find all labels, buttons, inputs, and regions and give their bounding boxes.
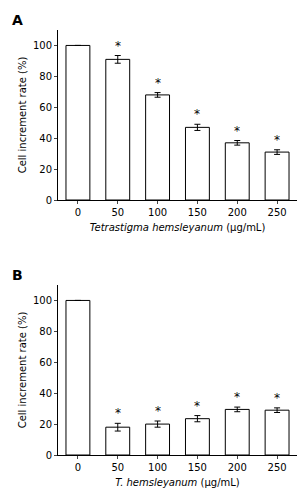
svg-text:100: 100 <box>148 207 167 218</box>
svg-text:20: 20 <box>39 419 52 430</box>
svg-text:20: 20 <box>39 164 52 175</box>
svg-text:40: 40 <box>39 133 52 144</box>
svg-text:60: 60 <box>39 357 52 368</box>
svg-text:*: * <box>194 399 200 413</box>
svg-text:100: 100 <box>33 295 52 306</box>
svg-text:0: 0 <box>46 195 52 206</box>
svg-text:B: B <box>12 267 23 283</box>
svg-text:250: 250 <box>268 207 287 218</box>
svg-text:0: 0 <box>46 450 52 461</box>
svg-text:*: * <box>194 107 200 121</box>
svg-text:*: * <box>155 404 161 418</box>
svg-text:Cell increment rate (%): Cell increment rate (%) <box>17 312 28 429</box>
svg-text:*: * <box>274 133 280 147</box>
svg-text:100: 100 <box>148 462 167 473</box>
svg-text:50: 50 <box>111 462 124 473</box>
svg-text:*: * <box>115 39 121 53</box>
svg-text:*: * <box>115 406 121 420</box>
svg-text:60: 60 <box>39 102 52 113</box>
svg-text:*: * <box>155 76 161 90</box>
svg-text:40: 40 <box>39 388 52 399</box>
svg-text:0: 0 <box>75 462 81 473</box>
svg-text:*: * <box>274 391 280 405</box>
svg-text:80: 80 <box>39 326 52 337</box>
svg-text:200: 200 <box>228 207 247 218</box>
svg-text:200: 200 <box>228 462 247 473</box>
svg-text:50: 50 <box>111 207 124 218</box>
svg-text:80: 80 <box>39 71 52 82</box>
svg-text:100: 100 <box>33 40 52 51</box>
svg-text:Cell increment rate (%): Cell increment rate (%) <box>17 57 28 174</box>
svg-text:250: 250 <box>268 462 287 473</box>
svg-text:Tetrastigma hemsleyanum (μg/mL: Tetrastigma hemsleyanum (μg/mL) <box>90 222 266 233</box>
svg-text:T. hemsleyanum (μg/mL): T. hemsleyanum (μg/mL) <box>115 477 240 488</box>
svg-text:150: 150 <box>188 207 207 218</box>
svg-text:*: * <box>234 124 240 138</box>
svg-text:0: 0 <box>75 207 81 218</box>
svg-text:150: 150 <box>188 462 207 473</box>
svg-text:A: A <box>12 12 23 28</box>
svg-text:*: * <box>234 390 240 404</box>
